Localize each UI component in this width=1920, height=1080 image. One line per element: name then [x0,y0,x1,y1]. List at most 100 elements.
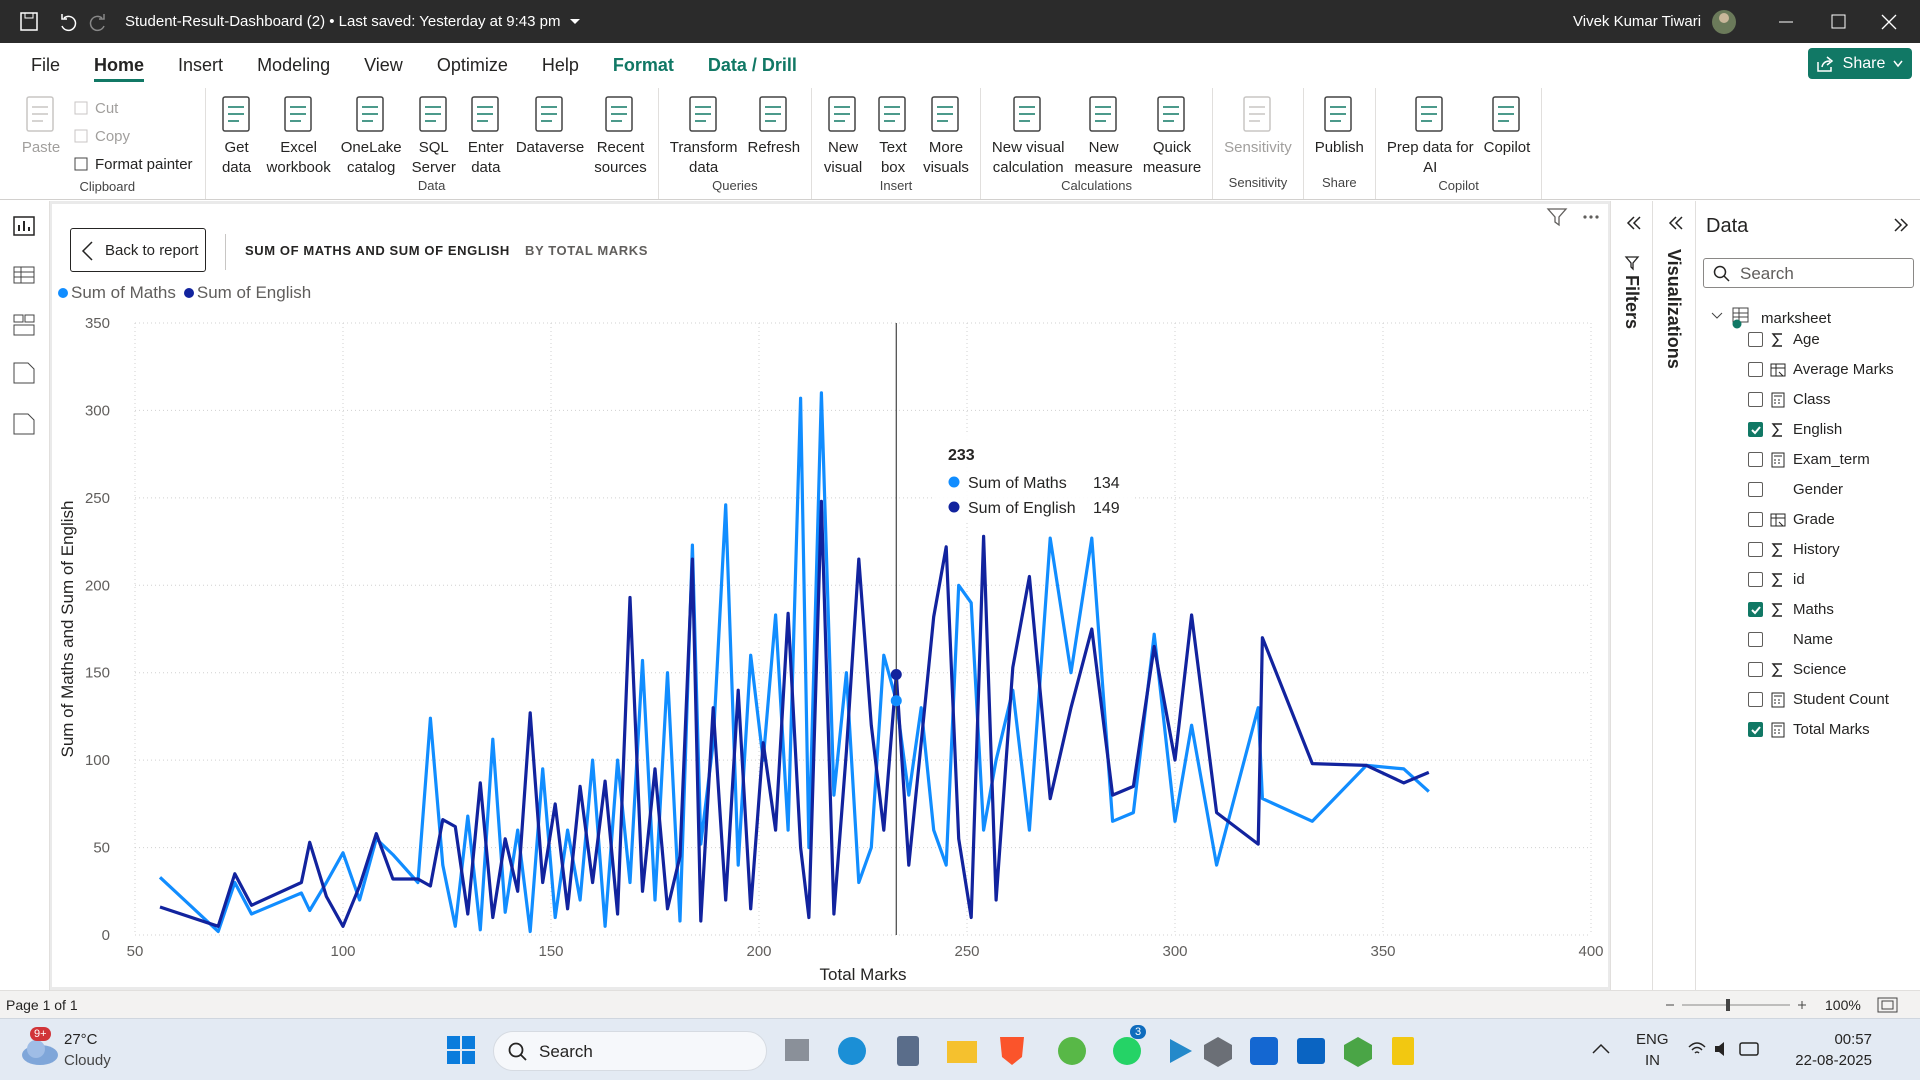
ribbon-tab[interactable]: Format [612,55,674,75]
legend-item[interactable]: Sum of Maths [58,283,176,303]
back-to-report-button[interactable]: Back to report [70,228,206,272]
ribbon-tab[interactable]: Optimize [436,55,508,75]
ribbon-group: New visual Text box More visuals Insert [812,88,981,199]
ribbon-button[interactable]: Dataverse [511,93,589,158]
ribbon-group: Publish Share [1304,88,1376,199]
ribbon-button[interactable]: Refresh [743,93,806,158]
ribbon-button[interactable]: Transform data [665,93,743,178]
ribbon-button[interactable]: New visual [818,93,868,178]
taskbar-apps[interactable] [780,1031,1480,1071]
ribbon-button[interactable]: New measure [1069,93,1137,178]
field-row[interactable]: Age [1748,331,1820,348]
icon-shape [418,96,447,132]
header-divider [225,234,226,270]
field-row[interactable]: History [1748,541,1840,558]
field-checkbox[interactable] [1748,692,1763,707]
field-row[interactable]: Student Count [1748,691,1889,708]
field-row[interactable]: Total Marks [1748,721,1870,738]
ribbon-button[interactable]: Prep data for AI [1382,93,1479,178]
field-row[interactable]: id [1748,571,1805,588]
language[interactable]: ENG [1636,1031,1669,1048]
legend-dot [183,288,194,298]
field-row[interactable]: Class [1748,391,1831,408]
ribbon-button[interactable]: New visual calculation [987,93,1070,178]
button-icon [74,129,88,143]
field-row[interactable]: Science [1748,661,1846,678]
field-checkbox[interactable] [1748,662,1763,677]
ribbon-tab[interactable]: Help [541,55,579,75]
ribbon-button[interactable]: Excel workbook [262,93,336,178]
field-checkbox[interactable] [1748,452,1763,467]
field-checkbox[interactable] [1748,332,1763,347]
field-row[interactable]: Gender [1748,481,1843,498]
field-row[interactable]: English [1748,421,1842,438]
field-checkbox[interactable] [1748,482,1763,497]
ribbon-button[interactable]: Enter data [461,93,511,178]
legend-item[interactable]: Sum of English [183,283,311,303]
icon-detail [1330,106,1347,122]
table-node[interactable]: marksheet [1711,305,1831,331]
ribbon-group: Paste Cut Copy Format painter Clipboard [10,88,206,199]
field-checkbox[interactable] [1748,602,1763,617]
window-controls[interactable] [1760,0,1920,43]
chevron [81,241,93,261]
field-checkbox[interactable] [1748,422,1763,437]
start-button[interactable] [446,1035,476,1065]
zoom-slider[interactable] [1660,995,1810,1015]
sigma [1771,572,1782,587]
visual-header-icons[interactable] [1545,205,1605,229]
tray-icons[interactable] [1685,1037,1765,1061]
search-box[interactable]: Search [1703,258,1914,288]
ribbon-button[interactable]: Copilot [1479,93,1536,158]
group-label: Clipboard [79,179,136,194]
ribbon-button[interactable]: Format painter [72,152,193,176]
ribbon-button[interactable]: Quick measure [1138,93,1206,178]
ribbon-button[interactable]: Get data [212,93,262,178]
field-checkbox[interactable] [1748,362,1763,377]
field-checkbox[interactable] [1748,632,1763,647]
field-checkbox[interactable] [1748,542,1763,557]
button-label: SQL Server [411,139,456,176]
field-checkbox[interactable] [1748,722,1763,737]
user-name[interactable]: Vivek Kumar Tiwari [1573,13,1702,30]
field-name: History [1793,541,1840,558]
field-checkbox[interactable] [1748,512,1763,527]
group-buttons: Get data Excel workbook OneLake catalog SQL… [212,88,652,178]
taskbar-search[interactable]: Search [493,1031,767,1071]
field-checkbox[interactable] [1748,392,1763,407]
ribbon-tab[interactable]: View [364,55,403,75]
field-checkbox[interactable] [1748,572,1763,587]
icon-shape [759,96,787,132]
fit-page[interactable] [1876,995,1900,1015]
share-button[interactable]: Share [1808,48,1912,79]
ribbon-button[interactable]: Recent sources [589,93,652,178]
ribbon-button[interactable]: Publish [1310,93,1369,158]
button-icon [605,96,634,132]
title-bar: Student-Result-Dashboard (2) • Last save… [0,0,1920,43]
filters-pane[interactable]: Filters [1610,201,1652,990]
document-title[interactable]: Student-Result-Dashboard (2) • Last save… [125,13,581,30]
icon-detail [1421,106,1438,122]
ribbon-button[interactable]: OneLake catalog [336,93,407,178]
weather-icon[interactable] [18,1029,62,1069]
visualizations-pane[interactable]: Visualizations [1652,201,1695,990]
field-row[interactable]: Average Marks [1748,361,1894,378]
collapse-icon[interactable] [1892,215,1912,237]
avatar[interactable] [1710,8,1738,36]
group-buttons: Prep data for AI Copilot [1382,88,1535,178]
field-row[interactable]: Grade [1748,511,1835,528]
button-icon [1492,96,1520,132]
region[interactable]: IN [1645,1052,1660,1069]
ribbon-tab[interactable]: Modeling [257,55,331,75]
ribbon-tab[interactable]: Data / Drill [707,55,797,75]
ribbon-tab[interactable]: File [31,55,61,75]
tray-chevron[interactable] [1590,1041,1612,1057]
ribbon-tab[interactable]: Home [77,43,161,88]
ribbon-button[interactable]: SQL Server [407,93,461,178]
field-row[interactable]: Exam_term [1748,451,1870,468]
field-row[interactable]: Name [1748,631,1833,648]
ribbon-button[interactable]: Text box [868,93,918,178]
ribbon-tab[interactable]: Insert [178,55,224,75]
ribbon-button[interactable]: More visuals [918,93,974,178]
field-row[interactable]: Maths [1748,601,1834,618]
